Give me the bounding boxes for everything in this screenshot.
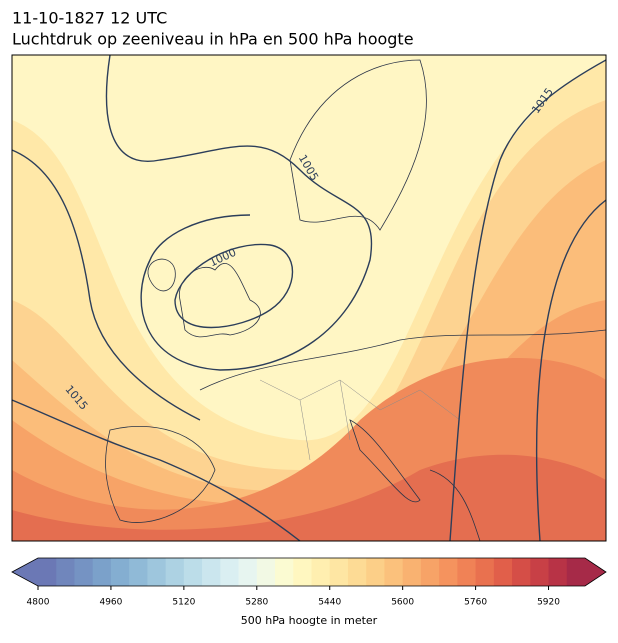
colorbar-segment — [238, 558, 258, 586]
colorbar-tick-label: 5440 — [318, 598, 341, 608]
colorbar: 4800 4960 5120 5280 5440 5600 5760 5920 — [11, 557, 607, 608]
colorbar-segment — [74, 558, 94, 586]
colorbar-segment — [475, 558, 495, 586]
colorbar-segment — [92, 558, 112, 586]
colorbar-extend-low — [12, 558, 38, 586]
colorbar-tick-label: 5600 — [391, 598, 414, 608]
colorbar-segment — [548, 558, 568, 586]
colorbar-segment — [566, 558, 586, 586]
colorbar-segment — [512, 558, 531, 586]
map-frame — [11, 54, 607, 542]
colorbar-segment — [56, 558, 75, 586]
colorbar-extend-high — [585, 558, 606, 586]
colorbar-tick-label: 5760 — [464, 598, 487, 608]
colorbar-segment — [493, 558, 513, 586]
colorbar-segment — [366, 558, 385, 586]
map-area — [12, 55, 606, 541]
colorbar-segment — [147, 558, 167, 586]
colorbar-tick-label: 5120 — [172, 598, 195, 608]
colorbar-segment — [202, 558, 221, 586]
colorbar-label: 500 hPa hoogte in meter — [241, 614, 378, 627]
colorbar-segment — [275, 558, 294, 586]
colorbar-segment — [384, 558, 404, 586]
colorbar-segment — [220, 558, 240, 586]
colorbar-segment — [439, 558, 458, 586]
colorbar-segment — [530, 558, 550, 586]
colorbar-tick-label: 4960 — [99, 598, 122, 608]
colorbar-segment — [38, 558, 57, 586]
colorbar-segment — [183, 558, 203, 586]
colorbar-segment — [256, 558, 276, 586]
colorbar-segment — [420, 558, 440, 586]
colorbar-tick-label: 5280 — [245, 598, 268, 608]
map-title: Luchtdruk op zeeniveau in hPa en 500 hPa… — [12, 30, 414, 49]
colorbar-segment — [347, 558, 367, 586]
date-title: 11-10-1827 12 UTC — [12, 9, 167, 28]
colorbar-tick-label: 4800 — [27, 598, 50, 608]
colorbar-segment — [402, 558, 422, 586]
colorbar-segment — [129, 558, 148, 586]
colorbar-segment — [329, 558, 349, 586]
colorbar-segment — [311, 558, 331, 586]
colorbar-segment — [165, 558, 185, 586]
colorbar-segment — [457, 558, 477, 586]
colorbar-segment — [293, 558, 312, 586]
colorbar-tick-label: 5920 — [537, 598, 560, 608]
colorbar-segment — [110, 558, 130, 586]
